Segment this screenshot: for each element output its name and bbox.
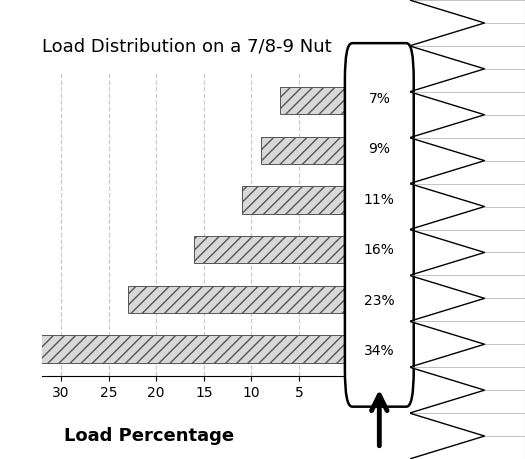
Text: 9%: 9% <box>369 142 390 156</box>
Text: Thread 4: Thread 4 <box>344 194 400 207</box>
Text: Thread 3: Thread 3 <box>344 243 400 256</box>
Text: Thread 5: Thread 5 <box>344 144 400 157</box>
Text: 34%: 34% <box>364 344 395 358</box>
Bar <box>280 87 346 114</box>
Bar <box>23 336 346 363</box>
Bar <box>194 236 346 263</box>
Text: Thread 2: Thread 2 <box>344 293 400 306</box>
Bar <box>128 286 346 313</box>
FancyBboxPatch shape <box>345 43 414 407</box>
Text: Thread 6: Thread 6 <box>344 94 400 107</box>
Text: Load Percentage: Load Percentage <box>64 427 234 445</box>
Text: 23%: 23% <box>364 294 395 308</box>
Text: 16%: 16% <box>364 243 395 257</box>
Text: Thread 1: Thread 1 <box>344 342 400 356</box>
Bar <box>261 137 346 164</box>
Text: 7%: 7% <box>369 92 390 106</box>
Text: Load Distribution on a 7/8-9 Nut: Load Distribution on a 7/8-9 Nut <box>42 37 332 55</box>
Text: 11%: 11% <box>364 193 395 207</box>
Bar <box>242 186 346 214</box>
